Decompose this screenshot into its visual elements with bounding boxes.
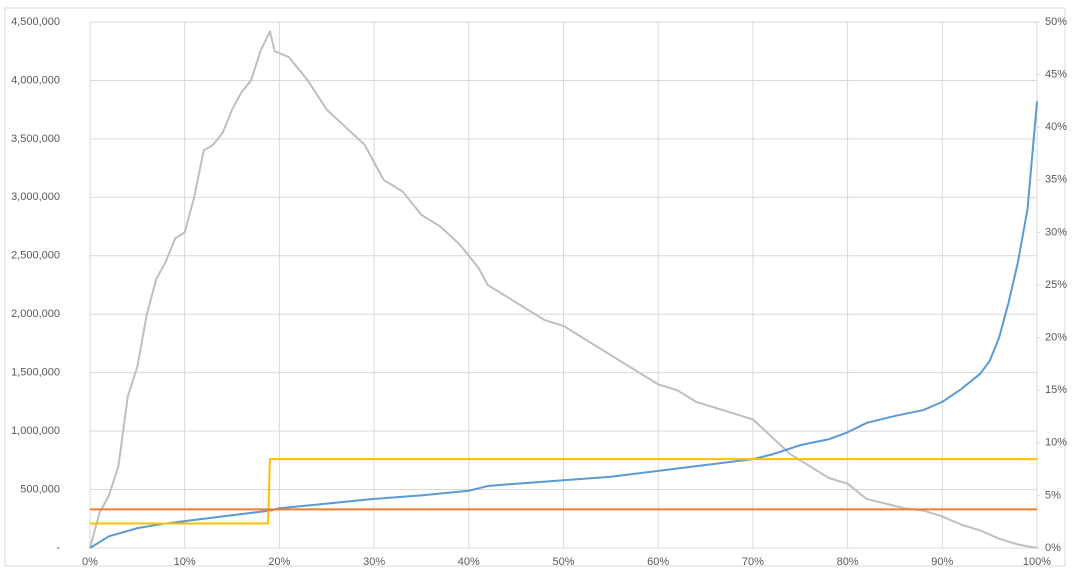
y-tick-label: 1,000,000: [11, 425, 60, 437]
x-tick-label: 0%: [82, 556, 98, 568]
y-tick-label: 2,000,000: [11, 308, 60, 320]
y-tick-label: 3,500,000: [11, 133, 60, 145]
y2-tick-label: 40%: [1045, 121, 1067, 133]
plot-border: [4, 7, 1066, 567]
series-line: [89, 101, 1038, 549]
y-tick-label: 4,500,000: [11, 16, 60, 28]
y-tick-label: 2,500,000: [11, 250, 60, 262]
y2-tick-label: 25%: [1045, 279, 1067, 291]
y-tick-label: 4,000,000: [11, 74, 60, 86]
y2-tick-label: 30%: [1045, 226, 1067, 238]
x-tick-label: 90%: [931, 556, 953, 568]
y2-tick-label: 20%: [1045, 332, 1067, 344]
y2-tick-label: 5%: [1045, 489, 1061, 501]
y-tick-label: 1,500,000: [11, 367, 60, 379]
x-tick-label: 10%: [174, 556, 196, 568]
y2-tick-label: 0%: [1045, 542, 1061, 554]
x-tick-label: 20%: [268, 556, 290, 568]
y2-tick-label: 45%: [1045, 69, 1067, 81]
y2-tick-label: 15%: [1045, 384, 1067, 396]
x-tick-label: 80%: [837, 556, 859, 568]
y2-tick-label: 10%: [1045, 437, 1067, 449]
y2-tick-label: 50%: [1045, 16, 1067, 28]
series-line: [90, 458, 1037, 525]
x-tick-label: 40%: [458, 556, 480, 568]
x-tick-label: 70%: [742, 556, 764, 568]
y-tick-label: 3,000,000: [11, 191, 60, 203]
y2-tick-label: 35%: [1045, 174, 1067, 186]
x-tick-label: 30%: [363, 556, 385, 568]
x-tick-label: 50%: [552, 556, 574, 568]
x-tick-label: 100%: [1023, 556, 1051, 568]
y-tick-label: 500,000: [20, 483, 60, 495]
x-tick-label: 60%: [647, 556, 669, 568]
series-line: [89, 30, 1038, 549]
y-tick-label: -: [56, 542, 60, 554]
